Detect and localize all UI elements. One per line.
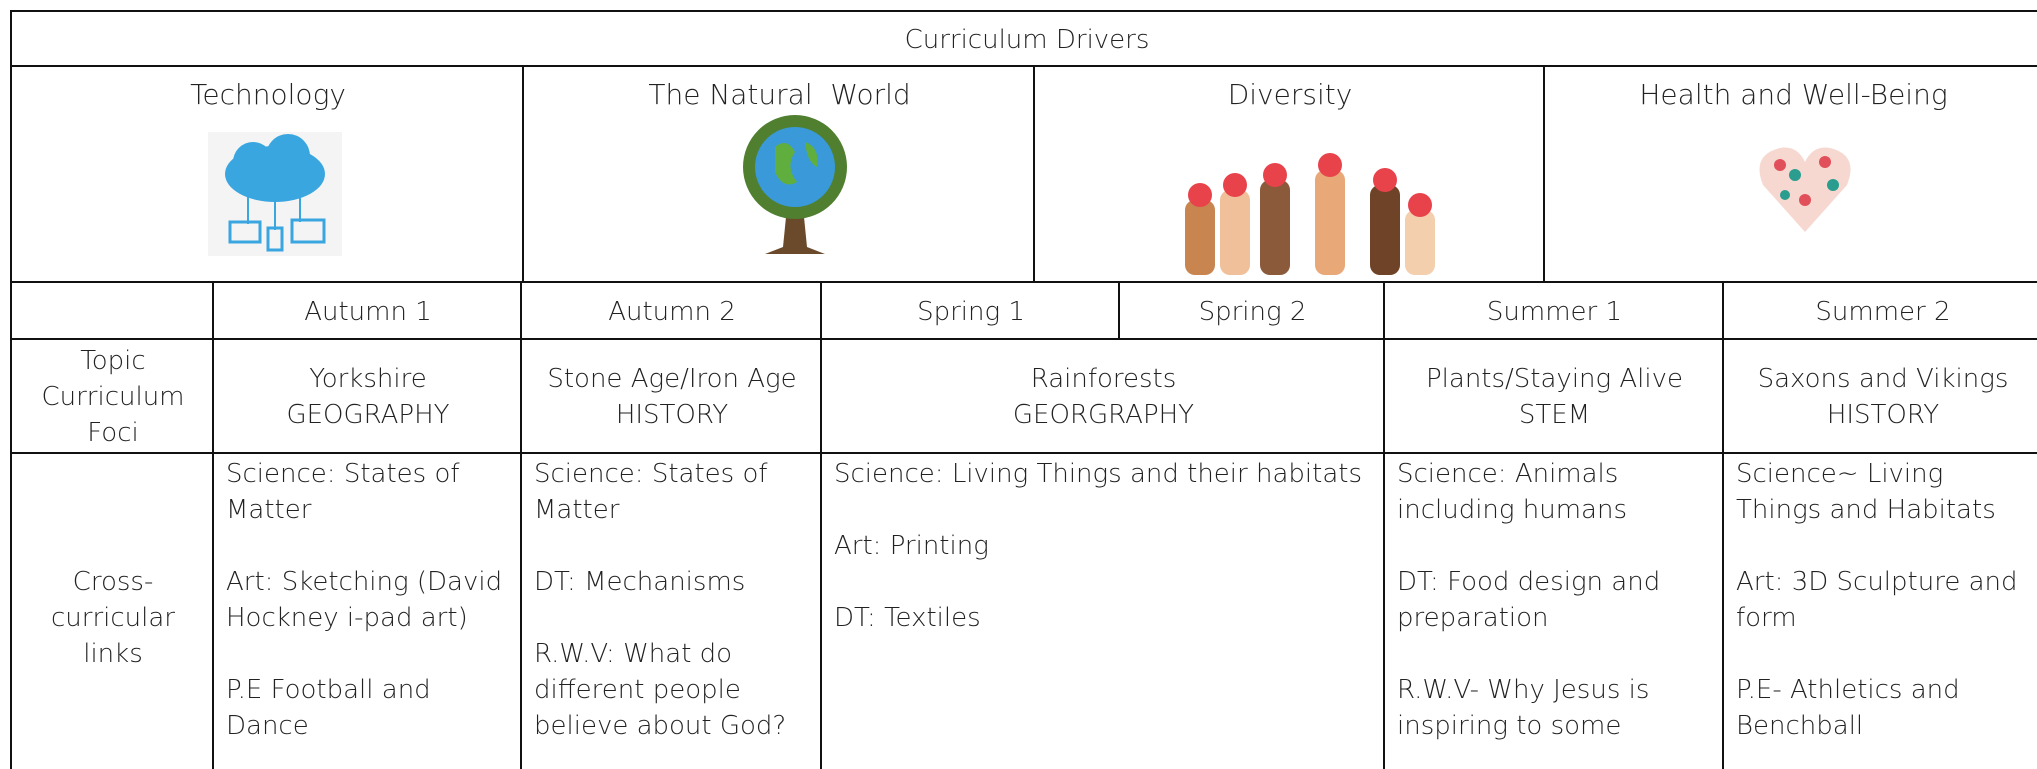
driver-heading: Diversity [1227,78,1353,111]
driver-heading: Health and Well-Being [1639,78,1948,111]
health-icon [1759,147,1851,232]
cell-paragraph: Science: States of Matter [226,459,460,525]
table-cell: Science: Living Things and their habitat… [820,452,1385,769]
cell-line: GEOGRAPHY [286,400,450,430]
table-cell: Science~ Living Things and Habitats Art: … [1722,452,2037,769]
cell-paragraph: Art: Sketching (David Hockney i-pad art) [226,567,503,633]
cell-paragraph: Science: Animals including humans [1397,459,1628,525]
natural-world-icon [743,115,847,254]
cell-line: GEORGRAPHY [1012,400,1195,430]
cell-line: Stone Age/Iron Age [547,364,797,394]
term: Autumn 2 [608,296,736,327]
table-cell: Plants/Staying Alive STEM [1383,338,1724,454]
table-cell: Science: Animals including humans DT: Foo… [1383,452,1724,769]
term-header: Autumn 2 [520,281,822,340]
term: Summer 2 [1815,296,1951,327]
cell-line: HISTORY [1826,400,1940,430]
term: Spring 1 [917,296,1025,327]
cell-paragraph: R.W.V: What do different people believe … [534,639,787,741]
table-cell: Yorkshire GEOGRAPHY [212,338,522,454]
driver-heading: Technology [190,78,346,111]
cell-paragraph: Art: Printing [834,531,989,561]
table-cell: Saxons and Vikings HISTORY [1722,338,2037,454]
title: Curriculum Drivers [904,24,1150,55]
cell-line: Rainforests [1030,364,1177,394]
term-header: Spring 2 [1118,281,1385,340]
table-cell: Science: States of Matter Art: Sketching … [212,452,522,769]
table-cell: Stone Age/Iron Age HISTORY [520,338,822,454]
cell-paragraph: Art: 3D Sculpture and form [1736,567,2018,633]
cell-line: Plants/Staying Alive [1425,364,1684,394]
cell-paragraph: Science: Living Things and their habitat… [834,459,1362,489]
driver-cell: Diversity [1033,65,1545,283]
cell-paragraph: DT: Food design and preparation [1397,567,1661,633]
cell-line: HISTORY [615,400,729,430]
driver-cell: The Natural World [522,65,1035,283]
driver-heading: The Natural World [648,78,911,111]
row-label: Topic Curriculum Foci [41,346,185,448]
term-header: Autumn 1 [212,281,522,340]
title-cell: Curriculum Drivers [10,10,2037,67]
cell-paragraph: R.W.V- Why Jesus is inspiring to some [1397,675,1650,741]
driver-cell: Health and Well-Being [1543,65,2037,283]
term: Autumn 1 [304,296,432,327]
technology-icon [208,132,342,256]
row-label-cell: Cross-curricular links [10,452,214,769]
table-cell: Science: States of Matter DT: Mechanisms R… [520,452,822,769]
table-cell: Rainforests GEORGRAPHY [820,338,1385,454]
cell-line: STEM [1518,400,1591,430]
term-header: Summer 2 [1722,281,2037,340]
row-label: Cross-curricular links [51,567,175,669]
diversity-icon [1185,153,1435,275]
cell-paragraph: P.E- Athletics and Benchball [1736,675,1960,741]
term-header: Spring 1 [820,281,1120,340]
cell-line: Yorkshire [309,364,427,394]
term: Summer 1 [1486,296,1623,327]
cell-paragraph: Science: States of Matter [534,459,768,525]
blank-cell [10,281,214,340]
cell-paragraph: DT: Textiles [834,603,981,633]
cell-paragraph: Science~ Living Things and Habitats [1736,459,1996,525]
cell-line: Saxons and Vikings [1757,364,2009,394]
cell-paragraph: DT: Mechanisms [534,567,746,597]
term: Spring 2 [1198,296,1307,327]
term-header: Summer 1 [1383,281,1724,340]
row-label-cell: Topic Curriculum Foci [10,338,214,454]
cell-paragraph: P.E Football and Dance [226,675,431,741]
driver-cell: Technology [10,65,524,283]
